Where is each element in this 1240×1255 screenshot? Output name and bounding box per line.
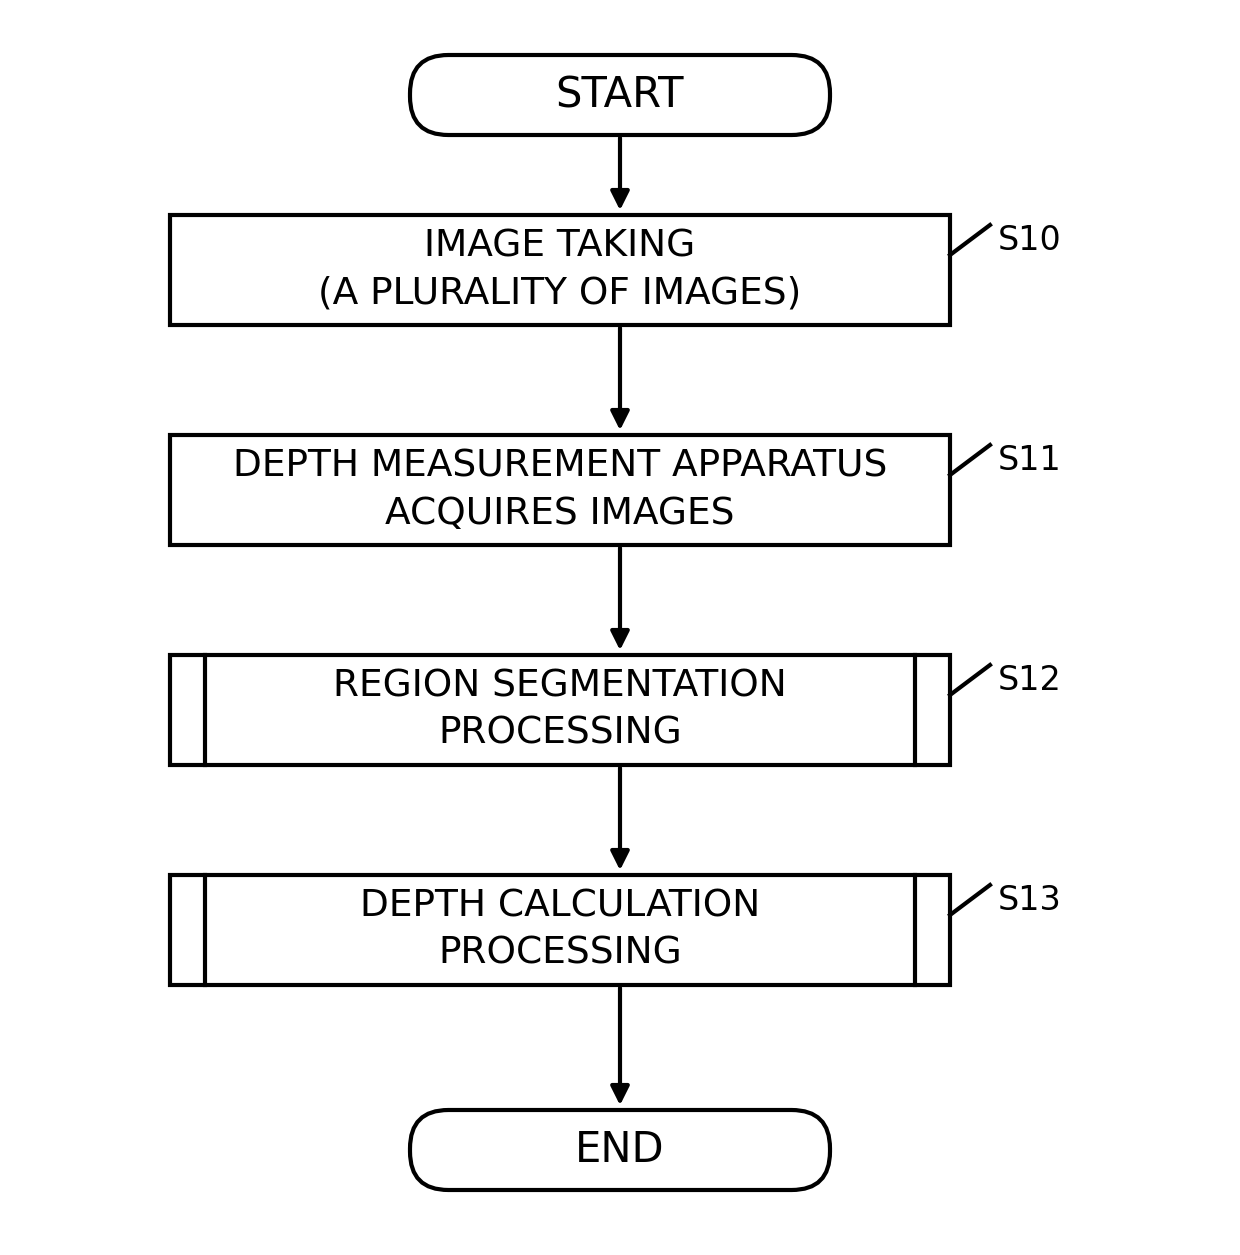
Text: IMAGE TAKING
(A PLURALITY OF IMAGES): IMAGE TAKING (A PLURALITY OF IMAGES) [319,228,801,311]
Text: DEPTH MEASUREMENT APPARATUS
ACQUIRES IMAGES: DEPTH MEASUREMENT APPARATUS ACQUIRES IMA… [233,448,887,532]
Text: DEPTH CALCULATION
PROCESSING: DEPTH CALCULATION PROCESSING [360,889,760,971]
FancyBboxPatch shape [410,55,830,136]
Text: START: START [556,74,684,115]
Text: S13: S13 [998,884,1061,916]
Text: END: END [575,1130,665,1171]
Bar [170,655,950,766]
Bar [170,875,950,985]
Bar [170,435,950,545]
Text: S10: S10 [998,223,1061,256]
FancyBboxPatch shape [410,1109,830,1190]
Text: S11: S11 [998,443,1061,477]
Bar [170,215,950,325]
Text: S12: S12 [998,664,1061,697]
Text: REGION SEGMENTATION
PROCESSING: REGION SEGMENTATION PROCESSING [334,669,787,752]
